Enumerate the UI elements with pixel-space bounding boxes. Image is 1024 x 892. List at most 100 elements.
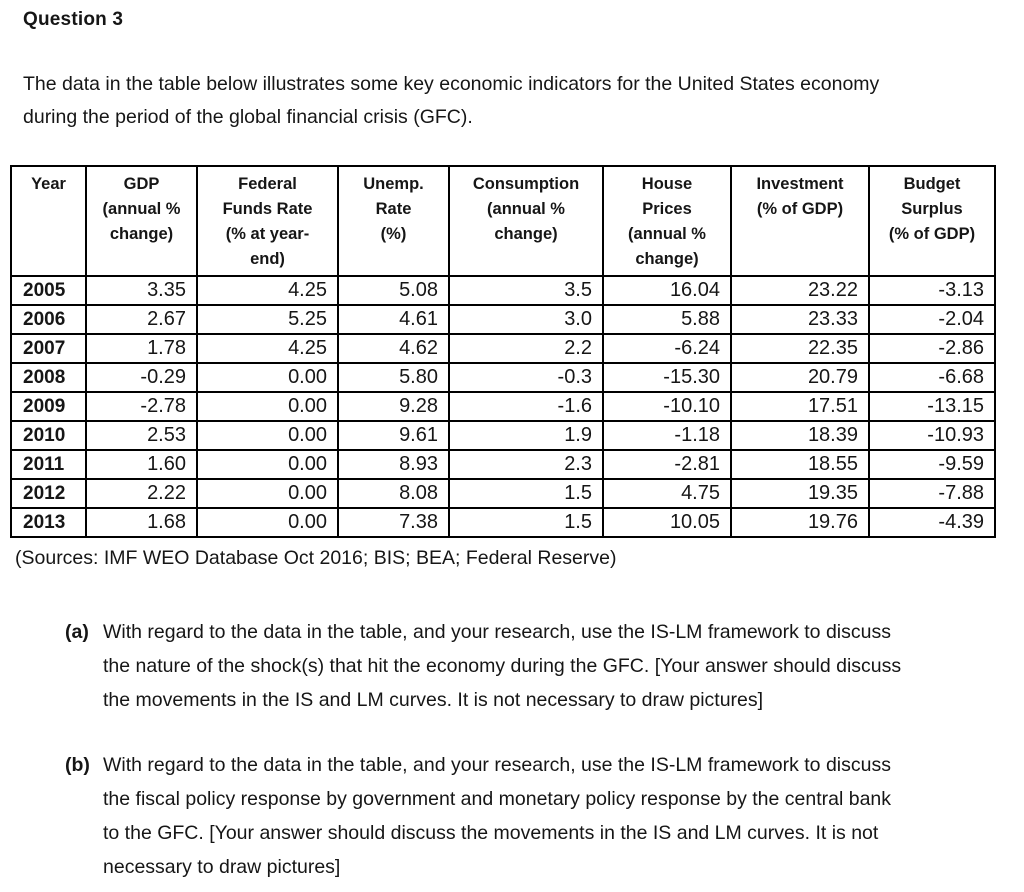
gdp-cell: 2.67 bbox=[85, 304, 198, 335]
gdp-cell: 3.35 bbox=[85, 275, 198, 306]
house-prices-cell: -1.18 bbox=[602, 420, 732, 451]
table-header-row: Year GDP (annual % change) Federal Funds… bbox=[10, 165, 996, 277]
house-prices-cell: 5.88 bbox=[602, 304, 732, 335]
budget-cell: -6.68 bbox=[868, 362, 996, 393]
investment-cell: 22.35 bbox=[730, 333, 870, 364]
year-cell: 2007 bbox=[10, 333, 87, 364]
ffr-cell: 0.00 bbox=[196, 507, 339, 538]
question-title: Question 3 bbox=[23, 9, 124, 30]
col-header-unemployment: Unemp. Rate (%) bbox=[337, 165, 450, 277]
investment-cell: 20.79 bbox=[730, 362, 870, 393]
unemp-cell: 4.62 bbox=[337, 333, 450, 364]
unemp-cell: 8.08 bbox=[337, 478, 450, 509]
house-prices-cell: -10.10 bbox=[602, 391, 732, 422]
ffr-cell: 0.00 bbox=[196, 391, 339, 422]
table-row: 2013 1.68 0.00 7.38 1.5 10.05 19.76 -4.3… bbox=[10, 507, 996, 538]
year-cell: 2009 bbox=[10, 391, 87, 422]
col-header-consumption: Consumption (annual % change) bbox=[448, 165, 604, 277]
table-row: 2008 -0.29 0.00 5.80 -0.3 -15.30 20.79 -… bbox=[10, 362, 996, 393]
gdp-cell: 2.22 bbox=[85, 478, 198, 509]
unemp-cell: 4.61 bbox=[337, 304, 450, 335]
budget-cell: -9.59 bbox=[868, 449, 996, 480]
unemp-cell: 5.08 bbox=[337, 275, 450, 306]
gdp-cell: 2.53 bbox=[85, 420, 198, 451]
gdp-cell: -2.78 bbox=[85, 391, 198, 422]
ffr-cell: 0.00 bbox=[196, 362, 339, 393]
gdp-cell: 1.60 bbox=[85, 449, 198, 480]
year-cell: 2012 bbox=[10, 478, 87, 509]
consumption-cell: -0.3 bbox=[448, 362, 604, 393]
house-prices-cell: 10.05 bbox=[602, 507, 732, 538]
consumption-cell: 2.3 bbox=[448, 449, 604, 480]
ffr-cell: 0.00 bbox=[196, 478, 339, 509]
col-header-year: Year bbox=[10, 165, 87, 277]
table-row: 2007 1.78 4.25 4.62 2.2 -6.24 22.35 -2.8… bbox=[10, 333, 996, 364]
table-row: 2011 1.60 0.00 8.93 2.3 -2.81 18.55 -9.5… bbox=[10, 449, 996, 480]
unemp-cell: 7.38 bbox=[337, 507, 450, 538]
house-prices-cell: 16.04 bbox=[602, 275, 732, 306]
question-part-b: (b) With regard to the data in the table… bbox=[23, 748, 1000, 884]
unemp-cell: 5.80 bbox=[337, 362, 450, 393]
col-header-investment: Investment (% of GDP) bbox=[730, 165, 870, 277]
table-row: 2010 2.53 0.00 9.61 1.9 -1.18 18.39 -10.… bbox=[10, 420, 996, 451]
consumption-cell: 1.9 bbox=[448, 420, 604, 451]
consumption-cell: 1.5 bbox=[448, 507, 604, 538]
intro-paragraph: The data in the table below illustrates … bbox=[23, 73, 880, 128]
house-prices-cell: 4.75 bbox=[602, 478, 732, 509]
investment-cell: 19.76 bbox=[730, 507, 870, 538]
part-b-text: With regard to the data in the table, an… bbox=[103, 754, 892, 878]
investment-cell: 23.33 bbox=[730, 304, 870, 335]
investment-cell: 19.35 bbox=[730, 478, 870, 509]
house-prices-cell: -6.24 bbox=[602, 333, 732, 364]
col-header-gdp: GDP (annual % change) bbox=[85, 165, 198, 277]
economic-indicators-table: Year GDP (annual % change) Federal Funds… bbox=[10, 165, 996, 538]
consumption-cell: -1.6 bbox=[448, 391, 604, 422]
table-row: 2005 3.35 4.25 5.08 3.5 16.04 23.22 -3.1… bbox=[10, 275, 996, 306]
budget-cell: -10.93 bbox=[868, 420, 996, 451]
consumption-cell: 3.0 bbox=[448, 304, 604, 335]
consumption-cell: 3.5 bbox=[448, 275, 604, 306]
table-row: 2009 -2.78 0.00 9.28 -1.6 -10.10 17.51 -… bbox=[10, 391, 996, 422]
ffr-cell: 5.25 bbox=[196, 304, 339, 335]
investment-cell: 18.39 bbox=[730, 420, 870, 451]
budget-cell: -2.86 bbox=[868, 333, 996, 364]
unemp-cell: 9.28 bbox=[337, 391, 450, 422]
house-prices-cell: -15.30 bbox=[602, 362, 732, 393]
col-header-budget-surplus: Budget Surplus (% of GDP) bbox=[868, 165, 996, 277]
unemp-cell: 9.61 bbox=[337, 420, 450, 451]
budget-cell: -13.15 bbox=[868, 391, 996, 422]
gdp-cell: 1.68 bbox=[85, 507, 198, 538]
gdp-cell: 1.78 bbox=[85, 333, 198, 364]
year-cell: 2010 bbox=[10, 420, 87, 451]
col-header-fed-funds-rate: Federal Funds Rate (% at year- end) bbox=[196, 165, 339, 277]
gdp-cell: -0.29 bbox=[85, 362, 198, 393]
table-row: 2012 2.22 0.00 8.08 1.5 4.75 19.35 -7.88 bbox=[10, 478, 996, 509]
year-cell: 2005 bbox=[10, 275, 87, 306]
investment-cell: 17.51 bbox=[730, 391, 870, 422]
col-header-house-prices: House Prices (annual % change) bbox=[602, 165, 732, 277]
unemp-cell: 8.93 bbox=[337, 449, 450, 480]
budget-cell: -2.04 bbox=[868, 304, 996, 335]
question-part-a: (a) With regard to the data in the table… bbox=[23, 615, 1000, 717]
consumption-cell: 1.5 bbox=[448, 478, 604, 509]
table-row: 2006 2.67 5.25 4.61 3.0 5.88 23.33 -2.04 bbox=[10, 304, 996, 335]
budget-cell: -4.39 bbox=[868, 507, 996, 538]
ffr-cell: 4.25 bbox=[196, 333, 339, 364]
year-cell: 2006 bbox=[10, 304, 87, 335]
year-cell: 2008 bbox=[10, 362, 87, 393]
consumption-cell: 2.2 bbox=[448, 333, 604, 364]
ffr-cell: 4.25 bbox=[196, 275, 339, 306]
investment-cell: 18.55 bbox=[730, 449, 870, 480]
ffr-cell: 0.00 bbox=[196, 420, 339, 451]
part-a-text: With regard to the data in the table, an… bbox=[103, 621, 902, 711]
part-a-label: (a) bbox=[65, 621, 89, 643]
budget-cell: -3.13 bbox=[868, 275, 996, 306]
house-prices-cell: -2.81 bbox=[602, 449, 732, 480]
budget-cell: -7.88 bbox=[868, 478, 996, 509]
investment-cell: 23.22 bbox=[730, 275, 870, 306]
year-cell: 2013 bbox=[10, 507, 87, 538]
sources-line: (Sources: IMF WEO Database Oct 2016; BIS… bbox=[15, 547, 617, 569]
ffr-cell: 0.00 bbox=[196, 449, 339, 480]
part-b-label: (b) bbox=[65, 754, 90, 776]
